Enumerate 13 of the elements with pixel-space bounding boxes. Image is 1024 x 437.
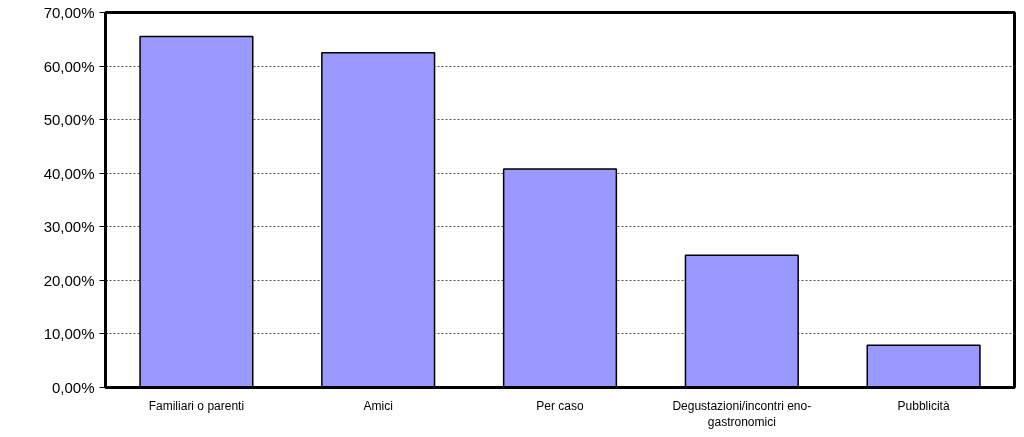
- x-tick-label: Degustazioni/incontri eno-gastronomici: [672, 398, 812, 430]
- x-tick-label: Pubblicità: [897, 398, 950, 413]
- y-tick-label: 70,00%: [43, 4, 95, 21]
- x-tick-label: Per caso: [536, 398, 584, 413]
- y-tick-label: 10,00%: [43, 325, 95, 343]
- y-tick-label: 50,00%: [43, 111, 95, 129]
- y-tick-label: 30,00%: [43, 218, 95, 236]
- y-tick-label: 0,00%: [51, 379, 95, 396]
- x-tick-label: Amici: [363, 398, 393, 413]
- y-tick-label: 20,00%: [43, 271, 95, 289]
- y-tick-label: 40,00%: [43, 164, 95, 182]
- y-tick-label: 60,00%: [43, 57, 95, 75]
- x-tick-label: Familiari o parenti: [148, 398, 245, 413]
